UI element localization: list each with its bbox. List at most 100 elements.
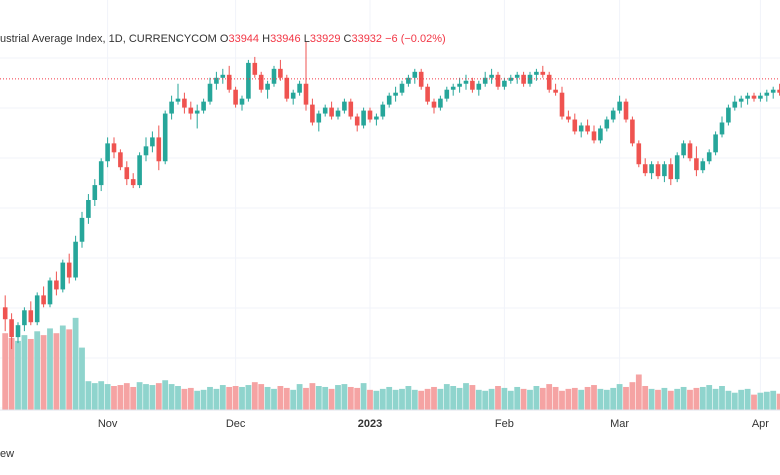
time-axis-label: Dec bbox=[226, 418, 246, 430]
volume-bar bbox=[85, 381, 92, 410]
high-value: 33946 bbox=[270, 33, 301, 45]
volume-bar bbox=[379, 388, 386, 410]
volume-bar bbox=[239, 386, 245, 410]
candle-body bbox=[66, 262, 72, 278]
volume-bar bbox=[475, 389, 482, 410]
volume-bar bbox=[162, 380, 169, 410]
candle-body bbox=[636, 143, 642, 165]
candle-body bbox=[380, 104, 386, 117]
candle-body bbox=[41, 295, 46, 305]
volume-bar bbox=[399, 388, 405, 410]
volume-bar bbox=[79, 347, 85, 410]
volume-bar bbox=[501, 387, 508, 410]
volume-bar bbox=[546, 384, 553, 410]
candle-body bbox=[598, 128, 603, 141]
candle-body bbox=[610, 110, 616, 120]
low-value: 33929 bbox=[309, 33, 341, 45]
footer-text: ew bbox=[0, 448, 15, 460]
volume-bar bbox=[616, 384, 623, 410]
volume-bar bbox=[360, 383, 367, 410]
volume-bar bbox=[680, 386, 687, 410]
candle-body bbox=[118, 152, 123, 168]
volume-bar bbox=[776, 393, 780, 410]
candle-body bbox=[617, 101, 622, 111]
volume-bar bbox=[527, 389, 533, 410]
candle-body bbox=[34, 295, 40, 323]
volume-bar bbox=[469, 385, 476, 410]
candle-body bbox=[662, 164, 667, 177]
volume-bar bbox=[367, 389, 373, 410]
candle-body bbox=[393, 92, 398, 96]
volume-bar bbox=[770, 390, 777, 410]
volume-bar bbox=[283, 387, 290, 410]
volume-bar bbox=[271, 388, 277, 410]
volume-bar bbox=[552, 386, 559, 410]
candle-body bbox=[534, 71, 539, 75]
volume-bar bbox=[21, 335, 28, 410]
volume-bar bbox=[731, 392, 738, 410]
volume-bar bbox=[335, 385, 341, 410]
candle-body bbox=[700, 161, 706, 171]
volume-bar bbox=[155, 383, 162, 410]
candle-body bbox=[188, 107, 194, 114]
candle-body bbox=[694, 158, 699, 171]
candle-body bbox=[738, 98, 744, 102]
volume-bar bbox=[507, 390, 514, 410]
volume-bar bbox=[520, 388, 527, 410]
volume-bar bbox=[706, 385, 713, 410]
volume-bar bbox=[117, 385, 124, 410]
volume-bar bbox=[130, 386, 137, 410]
volume-bar bbox=[104, 384, 111, 410]
candle-body bbox=[156, 137, 162, 162]
volume-bar bbox=[53, 333, 60, 410]
candle-body bbox=[777, 89, 780, 93]
candle-body bbox=[732, 101, 738, 108]
volume-bar bbox=[712, 388, 719, 410]
open-value: 33944 bbox=[228, 33, 260, 45]
candle-body bbox=[316, 113, 322, 123]
candle-body bbox=[444, 89, 450, 99]
time-axis-labels: Nov Dec 2023 Feb Mar Apr bbox=[98, 418, 769, 430]
volume-bar bbox=[392, 389, 399, 410]
candle-body bbox=[674, 155, 680, 180]
symbol-title[interactable]: ustrial Average Index, 1D, CURRENCYCOM bbox=[0, 33, 217, 45]
candle-body bbox=[719, 122, 725, 135]
candle-body bbox=[105, 143, 110, 162]
volume-bar bbox=[219, 385, 226, 410]
candle-body bbox=[566, 116, 571, 120]
candle-body bbox=[630, 119, 635, 144]
candle-body bbox=[22, 310, 27, 326]
volume-bar bbox=[296, 384, 303, 410]
candle-body bbox=[310, 104, 315, 123]
candle-body bbox=[303, 83, 309, 105]
candlesticks bbox=[2, 42, 780, 350]
volume-bar bbox=[136, 382, 143, 410]
candle-body bbox=[457, 83, 462, 87]
candle-body bbox=[527, 74, 533, 84]
candle-body bbox=[220, 74, 226, 78]
volume-bar bbox=[603, 389, 610, 410]
candle-body bbox=[214, 77, 219, 84]
volume-bar bbox=[290, 389, 297, 410]
candle-body bbox=[348, 101, 354, 117]
volume-bar bbox=[245, 385, 252, 410]
candle-body bbox=[476, 83, 482, 90]
candle-body bbox=[585, 125, 590, 132]
volume-bar bbox=[655, 389, 661, 410]
volume-bars bbox=[2, 317, 780, 410]
close-value: 33932 bbox=[351, 33, 383, 45]
volume-bar bbox=[539, 387, 546, 410]
candle-body bbox=[470, 80, 475, 90]
candle-body bbox=[162, 113, 168, 162]
candle-body bbox=[169, 101, 174, 114]
candle-body bbox=[713, 134, 718, 153]
candle-body bbox=[540, 71, 546, 75]
candle-body bbox=[514, 74, 520, 78]
volume-bar bbox=[418, 390, 425, 410]
candle-body bbox=[655, 164, 661, 177]
volume-bar bbox=[341, 384, 348, 410]
volume-bar bbox=[571, 387, 578, 410]
volume-bar bbox=[687, 389, 693, 410]
